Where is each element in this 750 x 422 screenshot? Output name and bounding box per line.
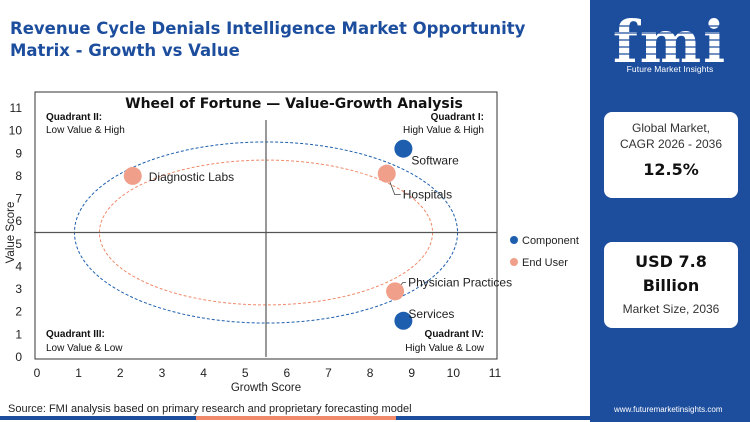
y-tick-label: 8 [15,169,22,183]
y-tick-label: 5 [15,237,22,251]
market-size-label: Market Size, 2036 [622,302,720,316]
quadrant-name: Quadrant I: [431,112,484,123]
cagr-card: Global Market, CAGR 2026 - 2036 12.5% [604,112,738,198]
quadrant-name: Quadrant IV: [425,329,484,340]
x-tick-label: 0 [34,366,41,380]
x-tick-label: 8 [367,366,374,380]
y-tick-label: 9 [15,146,22,160]
legend-label: End User [522,257,568,269]
x-tick-label: 3 [159,366,166,380]
y-tick-label: 2 [15,305,22,319]
market-size-value: USD 7.8 Billion [635,252,707,295]
point-label: Physician Practices [408,275,512,289]
point-label: Hospitals [403,188,452,202]
quadrant-desc: High Value & Low [405,343,485,354]
accent-line-blue [0,416,196,420]
y-tick-label: 7 [15,192,22,206]
x-tick-label: 10 [447,366,461,380]
data-point [123,166,142,185]
quadrant-desc: High Value & High [403,125,484,136]
footer-brand-strip [590,398,750,422]
point-label: Software [411,154,459,168]
quadrant-desc: Low Value & Low [46,343,123,354]
y-tick-label: 0 [15,350,22,364]
logo-letters: fmi [613,8,727,76]
point-label: Diagnostic Labs [149,170,234,184]
data-point [377,164,396,183]
x-tick-label: 4 [200,366,207,380]
legend-label: Component [522,235,579,247]
data-point [394,311,413,330]
x-tick-label: 7 [325,366,332,380]
point-label: Services [408,307,454,321]
x-tick-label: 6 [283,366,290,380]
x-tick-label: 1 [75,366,82,380]
y-axis-label: Value Score [5,202,17,264]
legend-marker [510,236,518,244]
x-tick-label: 5 [242,366,249,380]
x-tick-label: 11 [489,366,502,380]
data-point [394,139,413,158]
page-title: Revenue Cycle Denials Intelligence Marke… [10,19,526,60]
source-note: Source: FMI analysis based on primary re… [8,403,412,415]
legend-marker [510,258,518,266]
accent-line-orange [196,416,396,420]
y-tick-label: 10 [9,124,23,138]
website-link[interactable]: www.futuremarketinsights.com [614,405,723,414]
fmi-logo-icon: fmi [608,8,732,76]
quadrant-name: Quadrant II: [46,112,102,123]
brand-panel: fmi Future Market Insights [590,0,750,422]
logo-caption: Future Market Insights [626,64,714,74]
y-tick-label: 6 [15,214,22,228]
data-point [386,282,405,301]
accent-line-blue-2 [396,416,590,420]
quadrant-name: Quadrant III: [46,329,105,340]
quadrant-desc: Low Value & High [46,125,125,136]
y-tick-label: 11 [10,101,23,115]
y-tick-label: 1 [15,327,22,341]
x-tick-label: 2 [117,366,124,380]
cagr-value: 12.5% [643,160,699,179]
chart-title: Wheel of Fortune — Value-Growth Analysis [125,96,463,112]
x-tick-label: 9 [408,366,415,380]
market-size-card: USD 7.8 Billion Market Size, 2036 [604,242,738,328]
cagr-label: Global Market, CAGR 2026 - 2036 [619,121,723,151]
y-tick-label: 3 [15,282,22,296]
x-axis-label: Growth Score [231,382,301,394]
opportunity-matrix-chart: Wheel of Fortune — Value-Growth Analysis… [5,91,579,394]
plot-frame [34,91,498,360]
y-tick-label: 4 [15,259,22,273]
